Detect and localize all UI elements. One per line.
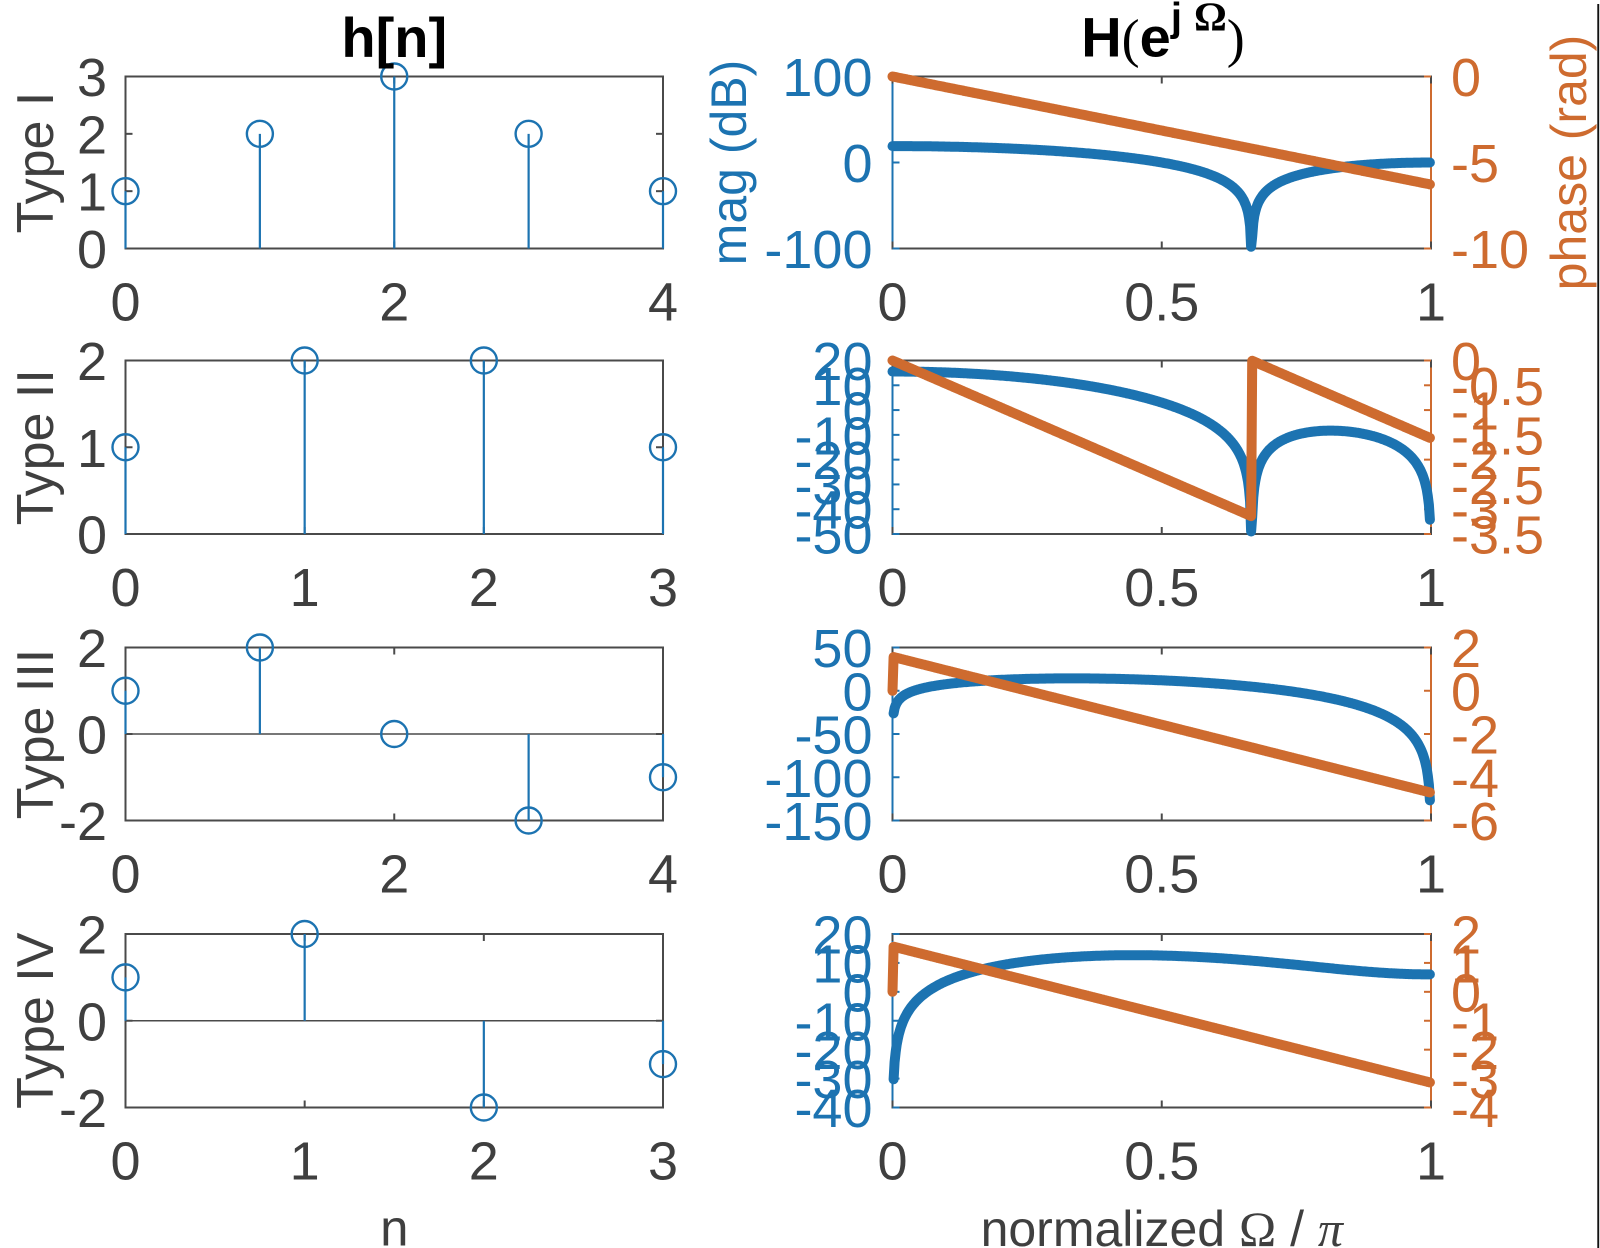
svg-text:-30: -30: [794, 1050, 872, 1110]
svg-text:100: 100: [782, 48, 872, 108]
svg-text:Type I: Type I: [7, 92, 65, 234]
svg-text:20: 20: [812, 906, 872, 966]
svg-text:Type IV: Type IV: [7, 932, 65, 1109]
svg-text:0: 0: [877, 1132, 907, 1192]
svg-text:n: n: [380, 1200, 408, 1248]
svg-text:50: 50: [812, 619, 872, 679]
svg-text:-1: -1: [1451, 992, 1499, 1052]
svg-text:-1.5: -1.5: [1451, 406, 1544, 466]
svg-text:2: 2: [77, 105, 107, 165]
svg-text:0: 0: [1451, 963, 1481, 1023]
svg-text:1: 1: [77, 419, 107, 479]
svg-text:0: 0: [1451, 48, 1481, 108]
svg-text:0: 0: [877, 845, 907, 905]
svg-text:2: 2: [77, 332, 107, 392]
svg-text:-30: -30: [794, 456, 872, 516]
svg-text:-10: -10: [794, 406, 872, 466]
svg-text:0: 0: [877, 558, 907, 618]
svg-text:h[n]: h[n]: [341, 6, 447, 69]
svg-text:-2.5: -2.5: [1451, 456, 1544, 516]
svg-text:-3.5: -3.5: [1451, 506, 1544, 566]
svg-text:1: 1: [1416, 1132, 1446, 1192]
svg-text:-4: -4: [1451, 1079, 1499, 1139]
svg-text:1: 1: [1451, 934, 1481, 994]
svg-text:0: 0: [110, 1132, 140, 1192]
svg-text:0: 0: [1451, 332, 1481, 392]
svg-text:4: 4: [648, 845, 678, 905]
svg-text:10: 10: [812, 934, 872, 994]
svg-text:0.5: 0.5: [1124, 1132, 1199, 1192]
svg-text:2: 2: [379, 273, 409, 333]
svg-text:-10: -10: [794, 992, 872, 1052]
svg-text:-40: -40: [794, 481, 872, 541]
svg-text:0: 0: [77, 506, 107, 566]
svg-text:1: 1: [1416, 273, 1446, 333]
svg-text:3: 3: [77, 48, 107, 108]
svg-text:1: 1: [1416, 845, 1446, 905]
svg-text:-2: -2: [1451, 431, 1499, 491]
svg-text:-3: -3: [1451, 481, 1499, 541]
svg-text:20: 20: [812, 332, 872, 392]
svg-text:-50: -50: [794, 506, 872, 566]
svg-text:-2: -2: [1451, 706, 1499, 766]
svg-text:1: 1: [1416, 558, 1446, 618]
svg-text:-20: -20: [794, 431, 872, 491]
svg-text:phase (rad): phase (rad): [1541, 35, 1597, 291]
svg-text:0: 0: [842, 134, 872, 194]
svg-text:0: 0: [77, 992, 107, 1052]
svg-text:mag (dB): mag (dB): [701, 60, 757, 266]
svg-text:normalized Ω / π: normalized Ω / π: [981, 1201, 1345, 1248]
svg-text:-10: -10: [1451, 220, 1529, 280]
svg-text:-100: -100: [764, 749, 872, 809]
svg-text:2: 2: [1451, 619, 1481, 679]
svg-text:0: 0: [1451, 662, 1481, 722]
svg-text:2: 2: [77, 619, 107, 679]
svg-text:-2: -2: [59, 1079, 107, 1139]
svg-text:0: 0: [842, 963, 872, 1023]
svg-text:2: 2: [469, 558, 499, 618]
svg-text:2: 2: [77, 906, 107, 966]
svg-text:-0.5: -0.5: [1451, 357, 1544, 417]
svg-text:-3: -3: [1451, 1050, 1499, 1110]
svg-text:1: 1: [290, 1132, 320, 1192]
svg-text:2: 2: [379, 845, 409, 905]
svg-text:3: 3: [648, 1132, 678, 1192]
svg-text:2: 2: [469, 1132, 499, 1192]
svg-text:0: 0: [842, 662, 872, 722]
svg-text:-100: -100: [764, 220, 872, 280]
svg-text:4: 4: [648, 273, 678, 333]
svg-text:10: 10: [812, 357, 872, 417]
svg-text:3: 3: [648, 558, 678, 618]
svg-text:Type III: Type III: [7, 649, 65, 820]
svg-text:2: 2: [1451, 906, 1481, 966]
svg-text:1: 1: [77, 163, 107, 223]
svg-text:-6: -6: [1451, 792, 1499, 852]
svg-text:0.5: 0.5: [1124, 558, 1199, 618]
svg-text:-4: -4: [1451, 749, 1499, 809]
svg-text:-2: -2: [1451, 1021, 1499, 1081]
svg-text:-40: -40: [794, 1079, 872, 1139]
svg-text:-150: -150: [764, 792, 872, 852]
svg-text:0.5: 0.5: [1124, 273, 1199, 333]
svg-text:0: 0: [110, 273, 140, 333]
svg-text:0: 0: [77, 220, 107, 280]
svg-text:-20: -20: [794, 1021, 872, 1081]
svg-text:0: 0: [77, 706, 107, 766]
svg-text:-2: -2: [59, 792, 107, 852]
svg-text:Type II: Type II: [7, 369, 65, 525]
svg-text:-50: -50: [794, 706, 872, 766]
svg-text:0: 0: [110, 558, 140, 618]
svg-text:1: 1: [290, 558, 320, 618]
svg-text:0: 0: [110, 845, 140, 905]
svg-text:0: 0: [877, 273, 907, 333]
svg-text:0.5: 0.5: [1124, 845, 1199, 905]
svg-text:0: 0: [842, 382, 872, 442]
svg-text:-5: -5: [1451, 134, 1499, 194]
svg-text:-1: -1: [1451, 382, 1499, 442]
